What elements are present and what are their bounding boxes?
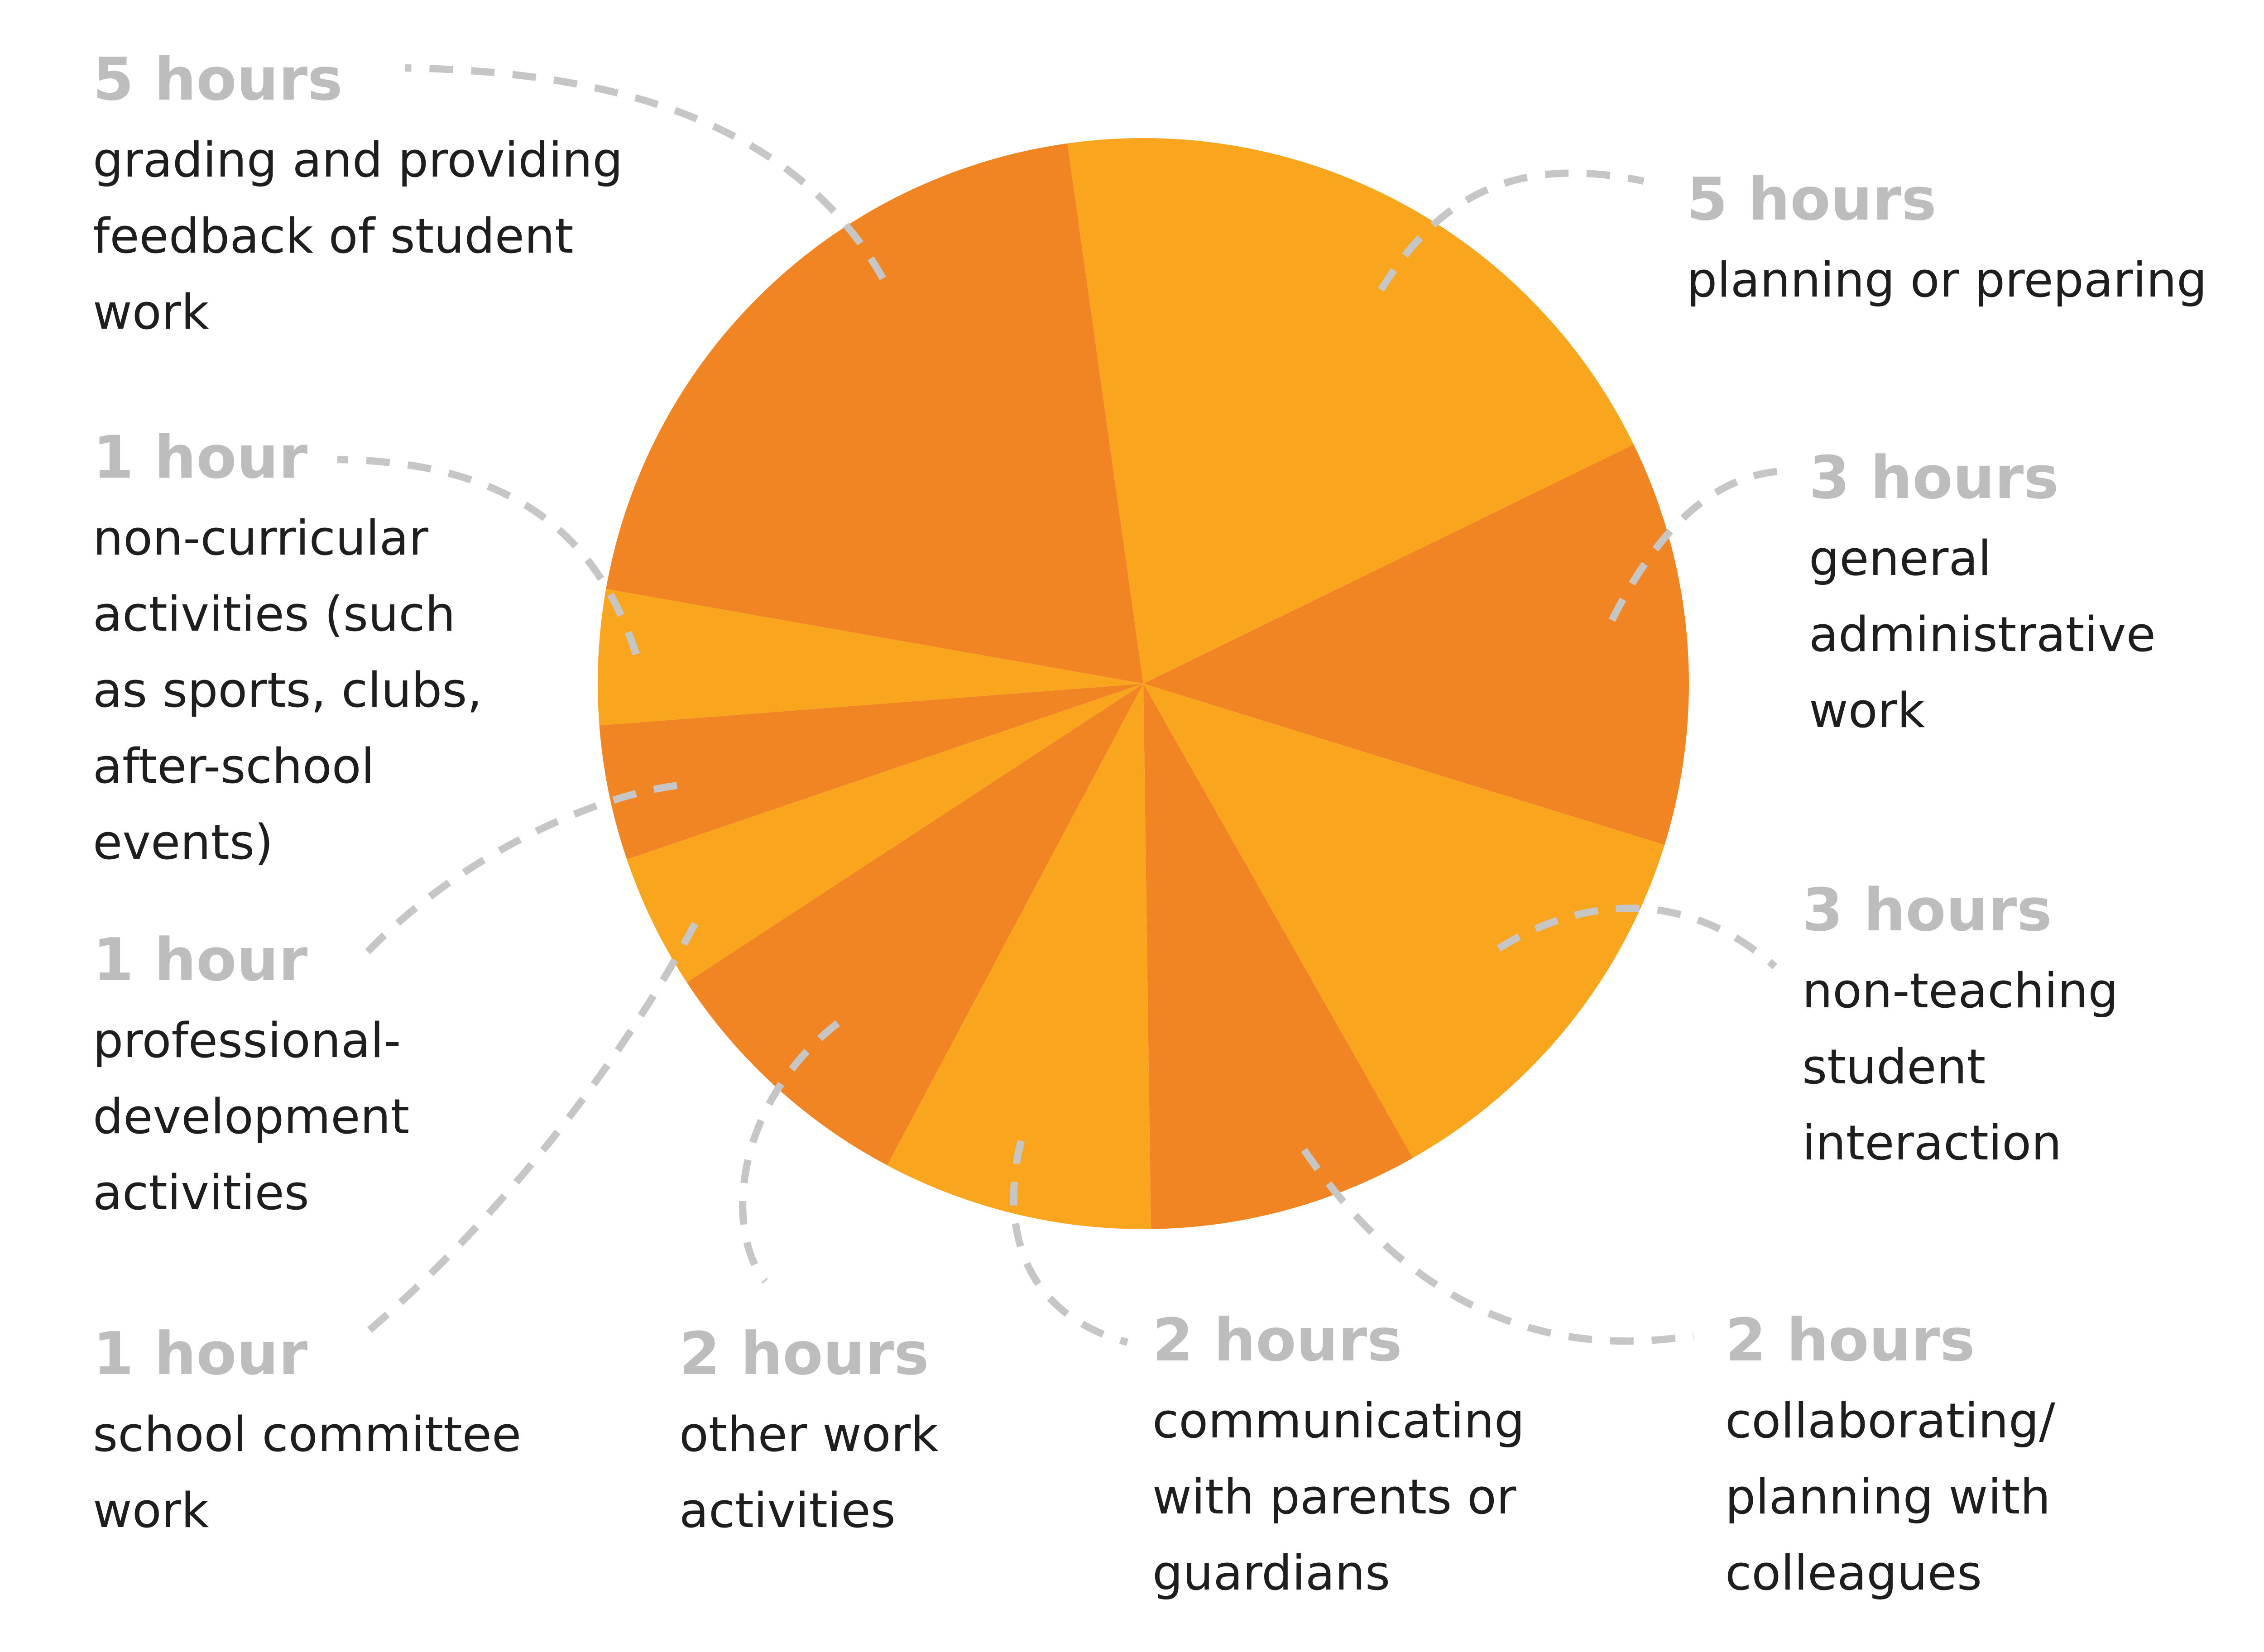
slice-description-line: school committee bbox=[93, 1407, 521, 1462]
slice-description-line: work bbox=[93, 1483, 209, 1538]
slice-description-line: grading and providing bbox=[93, 132, 623, 188]
slice-hours-label: 1 hour bbox=[93, 925, 307, 994]
slice-description-line: activities (such bbox=[93, 586, 456, 642]
slice-hours-label: 3 hours bbox=[1809, 443, 2059, 512]
slice-description-line: planning or preparing bbox=[1687, 252, 2207, 308]
slice-description-line: activities bbox=[679, 1483, 896, 1538]
leader-line bbox=[360, 782, 678, 960]
leader-lines bbox=[337, 64, 1784, 1346]
leader-line bbox=[1497, 905, 1778, 969]
slice-description-line: professional- bbox=[93, 1013, 401, 1068]
leader-line bbox=[337, 456, 640, 656]
slice-description-line: non-curricular bbox=[93, 510, 429, 566]
slice-description-line: development bbox=[93, 1089, 409, 1144]
slice-label: 3 hours non-teaching student interaction bbox=[1802, 876, 2119, 1171]
leader-line bbox=[1301, 1148, 1694, 1345]
slice-description-line: guardians bbox=[1152, 1545, 1390, 1601]
pie-slice bbox=[627, 684, 1143, 982]
pie-slice bbox=[1143, 684, 1413, 1229]
slice-labels: 5 hours planning or preparing 3 hours gener… bbox=[93, 45, 2207, 1601]
slice-label: 5 hours planning or preparing bbox=[1687, 165, 2207, 308]
slice-description-line: work bbox=[93, 284, 209, 340]
leader-line bbox=[405, 64, 886, 280]
slice-description-line: other work bbox=[679, 1407, 939, 1462]
slice-description-line: colleagues bbox=[1725, 1545, 1982, 1601]
slice-label: 2 hours collaborating/planning with collea… bbox=[1725, 1306, 2055, 1601]
pie-slice bbox=[686, 684, 1143, 1165]
slice-hours-label: 1 hour bbox=[93, 423, 307, 492]
slice-hours-label: 3 hours bbox=[1802, 876, 2052, 944]
slice-hours-label: 1 hour bbox=[93, 1319, 307, 1388]
slice-description-line: after-school bbox=[93, 738, 374, 794]
pie-slice bbox=[1143, 444, 1689, 845]
pie-slice bbox=[1067, 138, 1634, 684]
slice-description-line: with parents or bbox=[1152, 1469, 1516, 1525]
leader-line bbox=[739, 1020, 840, 1284]
pie-slice bbox=[598, 589, 1143, 726]
slice-description-line: feedback of student bbox=[93, 208, 574, 264]
slice-description-line: general bbox=[1809, 531, 1991, 586]
slice-description-line: collaborating/ bbox=[1725, 1393, 2055, 1449]
slice-hours-label: 5 hours bbox=[1687, 165, 1937, 234]
slice-label: 2 hours communicating with parents or guard… bbox=[1152, 1306, 1525, 1601]
slice-description-line: planning with bbox=[1725, 1469, 2051, 1525]
slice-label: 5 hours grading and providing feedback of … bbox=[93, 45, 623, 340]
slice-label: 1 hour professional-development activities bbox=[93, 925, 409, 1221]
slice-description-line: non-teaching bbox=[1802, 963, 2119, 1019]
slice-description-line: administrative bbox=[1809, 607, 2156, 662]
slice-label: 1 hour school committee work bbox=[93, 1319, 521, 1538]
slice-description-line: events) bbox=[93, 814, 273, 870]
leader-line bbox=[1378, 169, 1645, 292]
slice-label: 3 hours general administrative work bbox=[1809, 443, 2156, 738]
slice-description-line: interaction bbox=[1802, 1115, 2062, 1171]
slice-label: 2 hours other work activities bbox=[679, 1319, 939, 1538]
leader-line bbox=[1010, 1140, 1129, 1346]
pie-slice bbox=[606, 143, 1143, 684]
pie-slices bbox=[598, 138, 1689, 1230]
slice-description-line: work bbox=[1809, 683, 1925, 738]
pie-slice bbox=[1143, 684, 1665, 1158]
slice-description-line: as sports, clubs, bbox=[93, 662, 482, 718]
pie-slice bbox=[887, 684, 1151, 1230]
slice-label: 1 hour non-curricular activities (such as s… bbox=[93, 423, 482, 870]
slice-hours-label: 2 hours bbox=[679, 1319, 929, 1388]
slice-hours-label: 5 hours bbox=[93, 45, 343, 114]
slice-hours-label: 2 hours bbox=[1152, 1306, 1402, 1374]
slice-hours-label: 2 hours bbox=[1725, 1306, 1975, 1374]
slice-description-line: activities bbox=[93, 1165, 309, 1221]
slice-description-line: student bbox=[1802, 1039, 1986, 1095]
leader-line bbox=[355, 922, 699, 1343]
pie-slice bbox=[599, 684, 1143, 860]
slice-description-line: communicating bbox=[1152, 1393, 1525, 1449]
